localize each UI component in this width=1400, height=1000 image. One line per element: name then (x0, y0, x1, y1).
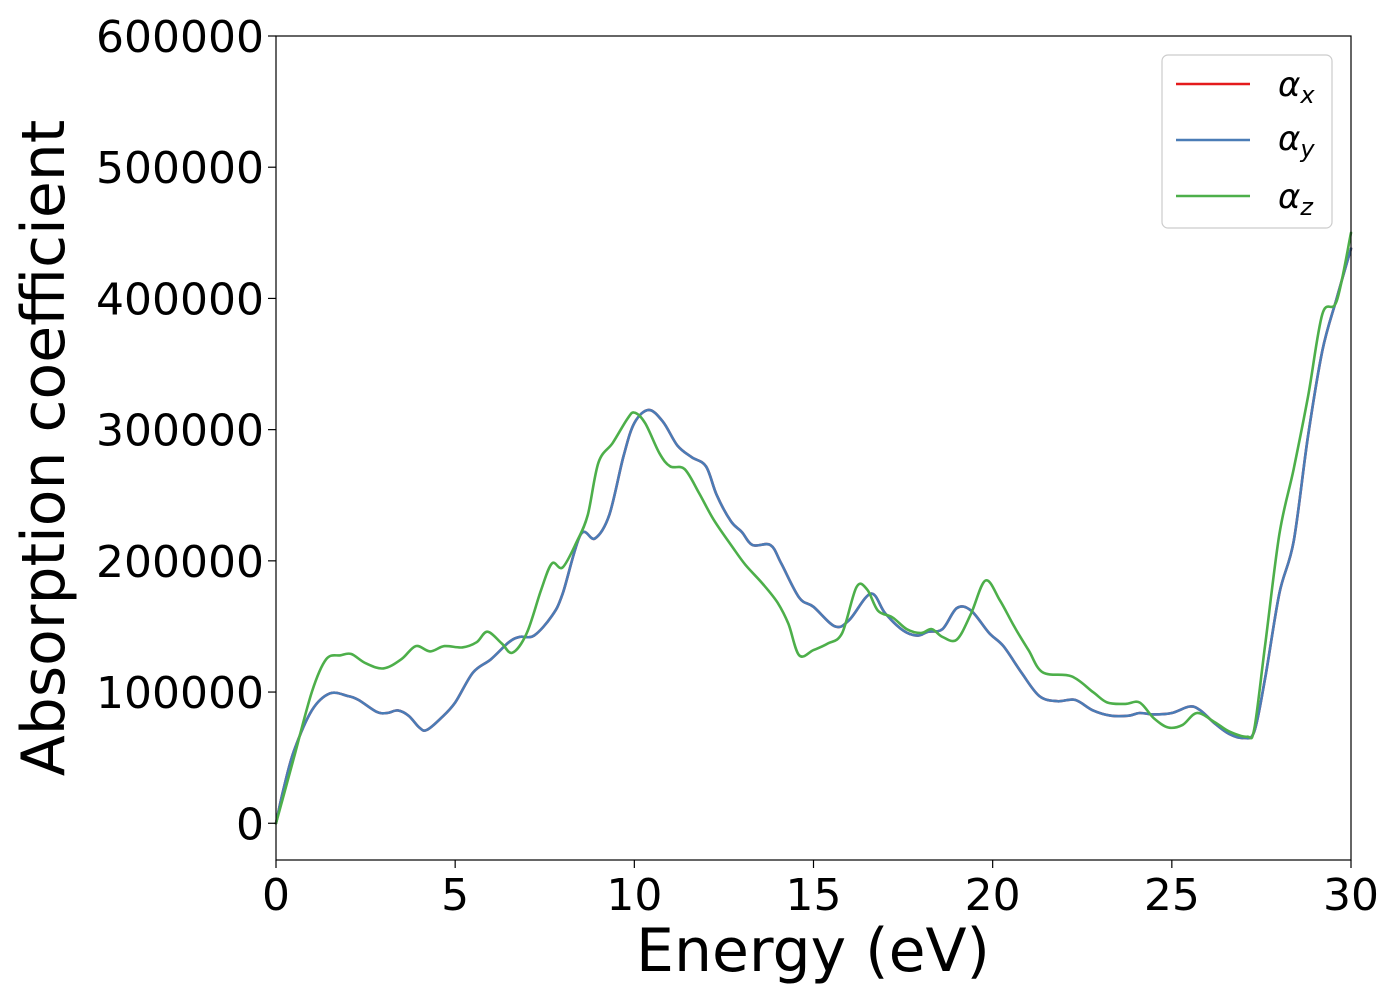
x-tick: 20 (965, 860, 1021, 921)
y-tick-label: 100000 (96, 668, 264, 719)
series-line-alpha-y (274, 247, 1353, 825)
y-axis-label: Absorption coefficient (9, 120, 79, 777)
y-tick: 600000 (96, 12, 276, 63)
y-tick-label: 500000 (96, 143, 264, 194)
y-tick: 0 (236, 799, 276, 850)
x-axis-label: Energy (eV) (636, 916, 990, 986)
legend-label-subscript: y (1299, 135, 1315, 163)
x-tick-label: 0 (262, 870, 290, 921)
legend-label: αx (1278, 65, 1315, 109)
legend-item-alpha-y: αy (1176, 119, 1315, 163)
x-tick-label: 15 (786, 870, 842, 921)
x-tick: 30 (1323, 860, 1379, 921)
x-tick-label: 10 (606, 870, 662, 921)
y-tick: 200000 (96, 537, 276, 588)
x-tick: 15 (786, 860, 842, 921)
x-tick-label: 5 (441, 870, 469, 921)
x-tick: 10 (606, 860, 662, 921)
y-tick: 500000 (96, 143, 276, 194)
legend-label: αy (1278, 119, 1315, 163)
x-tick-label: 30 (1323, 870, 1379, 921)
y-tick-label: 200000 (96, 537, 264, 588)
y-tick-label: 300000 (96, 406, 264, 457)
x-tick: 0 (262, 860, 290, 921)
legend-label-subscript: z (1299, 193, 1314, 221)
y-tick: 300000 (96, 406, 276, 457)
x-tick: 5 (441, 860, 469, 921)
legend-item-alpha-z: αz (1176, 177, 1314, 221)
legend-label-subscript: x (1299, 81, 1315, 109)
y-tick: 400000 (96, 274, 276, 325)
series-line-alpha-z (274, 231, 1353, 825)
legend-item-alpha-x: αx (1176, 65, 1315, 109)
legend-label-symbol: α (1278, 119, 1300, 159)
legend-box (1161, 54, 1333, 229)
legend-label-symbol: α (1278, 65, 1300, 105)
y-tick-label: 400000 (96, 274, 264, 325)
x-tick-label: 20 (965, 870, 1021, 921)
x-tick: 25 (1144, 860, 1200, 921)
y-tick-label: 600000 (96, 12, 264, 63)
legend-label-symbol: α (1278, 177, 1300, 217)
y-tick-label: 0 (236, 799, 264, 850)
legend: αx αy αz (1161, 54, 1333, 229)
y-axis: 0 100000 200000 300000 400000 500000 600… (96, 12, 276, 850)
x-axis: 0 5 10 15 20 25 30 (262, 860, 1379, 921)
series-layer (274, 231, 1353, 825)
y-tick: 100000 (96, 668, 276, 719)
x-tick-label: 25 (1144, 870, 1200, 921)
legend-label: αz (1278, 177, 1314, 221)
